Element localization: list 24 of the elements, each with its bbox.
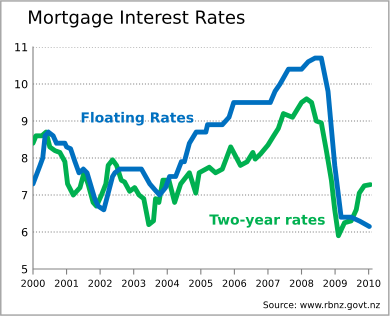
x-tick-label: 2007 [256,280,280,287]
y-tick-label: 9 [22,116,28,126]
x-tick-label: 2010 [356,280,380,287]
x-tick-label: 2006 [222,280,246,287]
line-series [33,96,372,238]
y-tick-label: 10 [15,80,28,88]
x-tick-label: 2003 [122,280,146,287]
x-tick-label: 2008 [290,280,314,287]
series-label: Two-year rates [209,214,325,228]
line-series [33,56,372,229]
series-label: Floating Rates [82,112,194,126]
y-tick-label: 8 [22,154,28,162]
y-tick-label: 7 [22,191,28,200]
x-tick-label: 2001 [54,280,78,287]
y-tick-label: 6 [22,228,28,236]
x-tick-label: 2000 [21,280,45,287]
source-note: Source: www.rbnz.govt.nz [264,301,380,310]
x-tick-label: 2004 [156,280,180,287]
x-tick-label: 2005 [189,280,212,287]
chart-title: Mortgage Interest Rates [29,10,244,28]
x-tick-label: 2002 [88,280,112,287]
y-tick-label: 11 [15,43,28,52]
y-tick-label: 5 [22,265,28,274]
x-tick-label: 2009 [323,280,347,287]
